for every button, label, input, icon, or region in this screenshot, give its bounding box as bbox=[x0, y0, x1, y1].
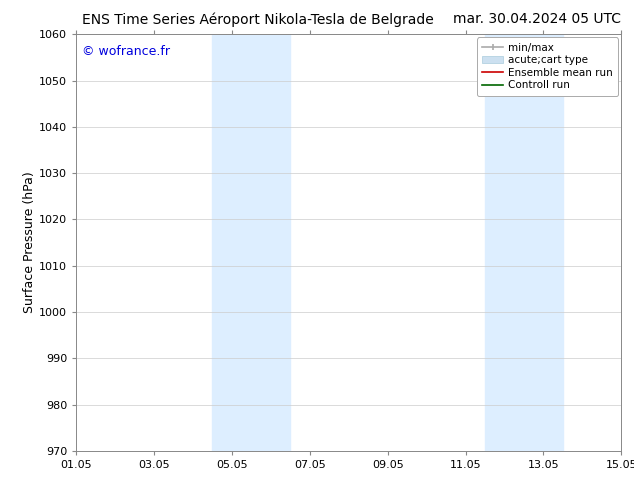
Text: ENS Time Series Aéroport Nikola-Tesla de Belgrade: ENS Time Series Aéroport Nikola-Tesla de… bbox=[82, 12, 434, 27]
Bar bbox=[485, 34, 563, 451]
Bar bbox=[212, 34, 290, 451]
Text: mar. 30.04.2024 05 UTC: mar. 30.04.2024 05 UTC bbox=[453, 12, 621, 26]
Legend: min/max, acute;cart type, Ensemble mean run, Controll run: min/max, acute;cart type, Ensemble mean … bbox=[477, 37, 618, 96]
Text: © wofrance.fr: © wofrance.fr bbox=[82, 45, 169, 58]
Y-axis label: Surface Pressure (hPa): Surface Pressure (hPa) bbox=[23, 172, 36, 314]
